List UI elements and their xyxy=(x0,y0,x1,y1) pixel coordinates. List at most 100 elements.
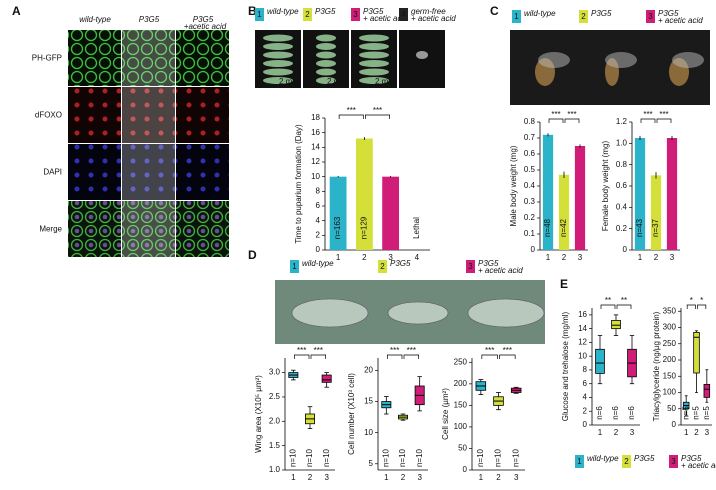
panel-label: D xyxy=(248,248,257,262)
y-tick-label: 0 xyxy=(316,245,321,254)
legend-number: 1 xyxy=(514,12,519,21)
y-tick-label: 50 xyxy=(667,404,676,413)
y-axis-label: Female body weight (mg) xyxy=(601,141,610,232)
significance-label: ** xyxy=(621,296,627,305)
y-tick-label: 0.7 xyxy=(524,133,536,142)
y-tick-label: 16 xyxy=(578,310,587,319)
pupa xyxy=(263,43,293,50)
x-tick-label: 2 xyxy=(562,253,567,262)
legend-number: 3 xyxy=(671,457,676,466)
y-tick-label: 100 xyxy=(663,388,677,397)
micrograph xyxy=(176,30,229,86)
x-tick-label: 2 xyxy=(614,428,619,437)
legend-number: 3 xyxy=(353,10,358,19)
pupa xyxy=(316,77,336,84)
y-tick-label: 200 xyxy=(454,379,468,388)
legend-number: 4 xyxy=(401,10,406,19)
panel-label: A xyxy=(12,4,21,18)
wing xyxy=(291,298,369,328)
y-tick-label: 4 xyxy=(316,216,321,225)
x-tick-label: 1 xyxy=(479,473,484,482)
y-tick-label: 12 xyxy=(578,338,587,347)
y-tick-label: 0.3 xyxy=(524,197,536,206)
y-tick-label: 8 xyxy=(583,365,588,374)
scale-bar-label: 2 mm xyxy=(423,77,443,86)
pupa xyxy=(416,51,428,59)
x-tick-label: 4 xyxy=(415,253,420,262)
legend-number: 1 xyxy=(577,457,582,466)
n-label: n=10 xyxy=(511,448,520,467)
x-tick-label: 1 xyxy=(598,428,603,437)
column-header: P3G5 xyxy=(193,15,214,24)
y-tick-label: 350 xyxy=(663,306,677,315)
significance-bracket xyxy=(293,354,310,359)
n-label: n=5 xyxy=(681,406,690,420)
significance-label: *** xyxy=(314,346,323,355)
legend-number: 2 xyxy=(380,262,385,271)
n-label: n=37 xyxy=(651,218,660,237)
n-label: n=48 xyxy=(543,218,552,237)
bar xyxy=(355,138,373,250)
y-tick-label: 1.5 xyxy=(269,441,281,450)
n-label: n=129 xyxy=(359,216,368,239)
significance-label: *** xyxy=(297,346,306,355)
significance-label: *** xyxy=(407,346,416,355)
y-tick-label: 0 xyxy=(623,245,628,254)
significance-bracket xyxy=(697,304,707,309)
significance-label: *** xyxy=(373,106,382,115)
x-tick-label: 3 xyxy=(417,473,422,482)
legend-icon xyxy=(646,10,655,23)
n-label: n=10 xyxy=(322,448,331,467)
y-tick-label: 0.6 xyxy=(616,181,628,190)
legend-name: wild-type xyxy=(302,259,334,268)
wing xyxy=(538,52,570,68)
y-tick-label: 2 xyxy=(316,230,321,239)
significance-label: *** xyxy=(567,110,576,119)
n-label: n=10 xyxy=(381,448,390,467)
box xyxy=(703,383,711,398)
significance-label: *** xyxy=(659,110,668,119)
legend-number: 3 xyxy=(648,12,653,21)
legend-note: + acetic acid xyxy=(658,16,703,25)
significance-label: *** xyxy=(643,110,652,119)
x-tick-label: 1 xyxy=(291,473,296,482)
pupa xyxy=(263,34,293,42)
y-tick-label: 0 xyxy=(531,245,536,254)
y-tick-label: 50 xyxy=(458,444,467,453)
legend-number: 2 xyxy=(624,457,629,466)
n-label: n=10 xyxy=(415,448,424,467)
y-tick-label: 6 xyxy=(583,379,588,388)
legend-icon xyxy=(579,10,588,23)
legend-number: 2 xyxy=(581,12,586,21)
legend-name: P3G5 xyxy=(658,9,679,18)
x-tick-label: 2 xyxy=(362,253,367,262)
legend-number: 1 xyxy=(257,10,262,19)
bar xyxy=(574,146,586,250)
significance-bracket xyxy=(616,304,632,309)
y-tick-label: 8 xyxy=(316,186,321,195)
legend-note: + acetic acid xyxy=(411,14,456,23)
n-label: n=5 xyxy=(692,406,701,420)
y-tick-label: 250 xyxy=(663,339,677,348)
significance-bracket xyxy=(338,114,364,119)
y-axis-label: Male body weight (mg) xyxy=(509,145,518,226)
significance-label: *** xyxy=(347,106,356,115)
y-tick-label: 4 xyxy=(583,393,588,402)
bar xyxy=(650,175,662,250)
significance-label: ** xyxy=(605,296,611,305)
significance-bracket xyxy=(310,354,327,359)
legend-icon xyxy=(622,455,631,468)
y-tick-label: 1.0 xyxy=(269,465,281,474)
y-tick-label: 2.5 xyxy=(269,392,281,401)
micrograph xyxy=(122,201,175,257)
y-tick-label: 10 xyxy=(578,351,587,360)
n-label: n=42 xyxy=(559,218,568,237)
bar xyxy=(558,174,570,250)
pupa xyxy=(263,68,293,76)
x-tick-label: 1 xyxy=(336,253,341,262)
micrograph xyxy=(68,87,121,143)
y-axis-label: Cell number (X10³ cell) xyxy=(347,373,356,455)
significance-bracket xyxy=(656,118,672,123)
x-tick-label: 3 xyxy=(670,253,675,262)
